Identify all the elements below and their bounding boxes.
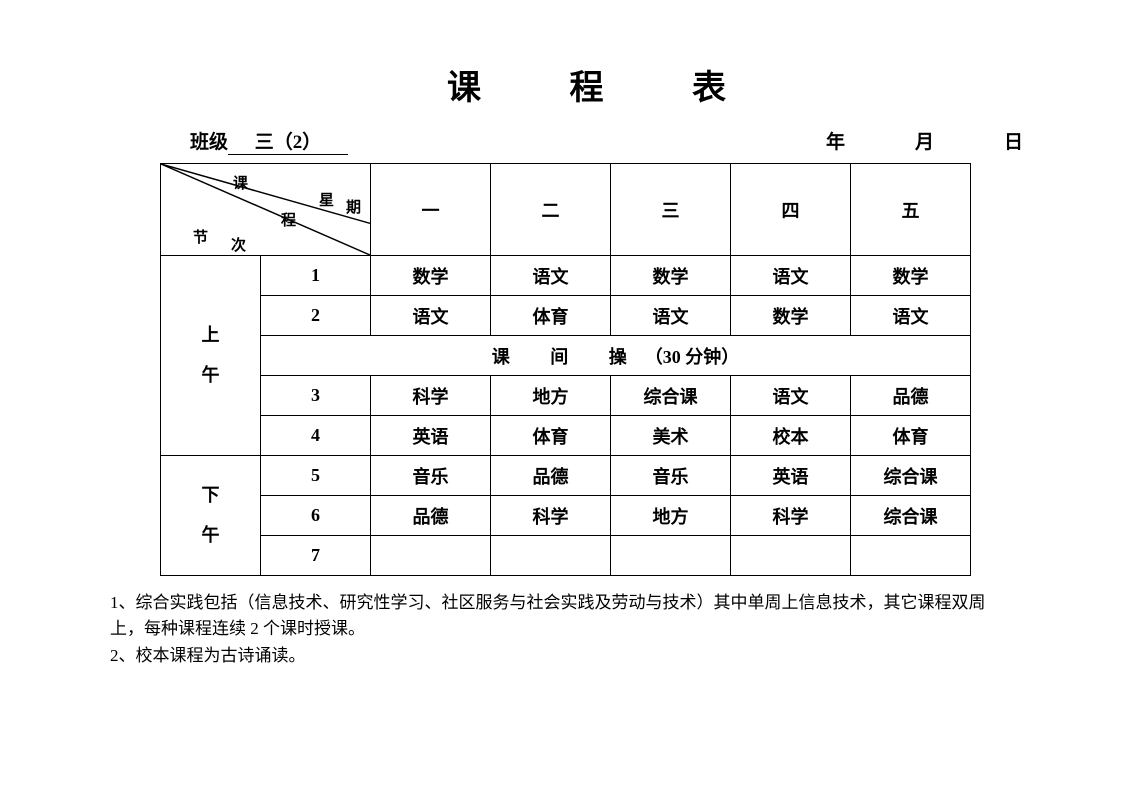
period-label: 2 (261, 296, 371, 336)
day-header: 三 (611, 164, 731, 256)
note-1: 1、综合实践包括（信息技术、研究性学习、社区服务与社会实践及劳动与技术）其中单周… (110, 590, 1013, 643)
cell: 语文 (731, 376, 851, 416)
class-label: 班级 (190, 127, 228, 155)
break-cell: 课 间 操 （30 分钟） (261, 336, 971, 376)
session-morning: 上午 (161, 256, 261, 456)
cell: 品德 (851, 376, 971, 416)
cell (371, 536, 491, 576)
cell: 科学 (371, 376, 491, 416)
month-label: 月 (915, 127, 934, 155)
cell: 地方 (611, 496, 731, 536)
notes: 1、综合实践包括（信息技术、研究性学习、社区服务与社会实践及劳动与技术）其中单周… (100, 590, 1023, 669)
period-label: 6 (261, 496, 371, 536)
diag-left2: 次 (231, 234, 246, 255)
period-label: 5 (261, 456, 371, 496)
cell: 综合课 (851, 456, 971, 496)
session-afternoon: 下午 (161, 456, 261, 576)
diag-top: 课 (233, 172, 248, 193)
table-row: 4 英语 体育 美术 校本 体育 (161, 416, 971, 456)
day-header: 二 (491, 164, 611, 256)
diag-right2: 期 (346, 196, 361, 217)
cell: 数学 (731, 296, 851, 336)
cell: 科学 (491, 496, 611, 536)
cell (611, 536, 731, 576)
cell: 体育 (491, 416, 611, 456)
table-row: 7 (161, 536, 971, 576)
timetable: 课 星 期 程 节 次 一 二 三 四 五 上午 1 数学 语文 数学 语文 数… (160, 163, 971, 576)
cell (851, 536, 971, 576)
day-label: 日 (1004, 127, 1023, 155)
cell: 语文 (731, 256, 851, 296)
cell: 英语 (371, 416, 491, 456)
cell: 品德 (371, 496, 491, 536)
cell: 音乐 (611, 456, 731, 496)
table-row: 3 科学 地方 综合课 语文 品德 (161, 376, 971, 416)
break-row: 课 间 操 （30 分钟） (161, 336, 971, 376)
cell: 语文 (611, 296, 731, 336)
cell: 综合课 (851, 496, 971, 536)
cell: 数学 (851, 256, 971, 296)
period-label: 7 (261, 536, 371, 576)
note-2: 2、校本课程为古诗诵读。 (110, 643, 1013, 669)
table-row: 2 语文 体育 语文 数学 语文 (161, 296, 971, 336)
cell: 科学 (731, 496, 851, 536)
cell: 数学 (611, 256, 731, 296)
cell (731, 536, 851, 576)
table-row: 6 品德 科学 地方 科学 综合课 (161, 496, 971, 536)
cell: 美术 (611, 416, 731, 456)
page-title: 课 程 表 (100, 60, 1023, 109)
cell: 语文 (851, 296, 971, 336)
cell: 校本 (731, 416, 851, 456)
cell: 品德 (491, 456, 611, 496)
diag-mid: 程 (281, 209, 296, 230)
cell: 体育 (851, 416, 971, 456)
period-label: 1 (261, 256, 371, 296)
cell: 语文 (371, 296, 491, 336)
meta-row: 班级 三（2） 年 月 日 (100, 127, 1023, 155)
year-label: 年 (826, 127, 845, 155)
diag-left1: 节 (193, 226, 208, 247)
cell (491, 536, 611, 576)
diag-right1: 星 (319, 189, 334, 210)
day-header: 五 (851, 164, 971, 256)
cell: 语文 (491, 256, 611, 296)
period-label: 3 (261, 376, 371, 416)
cell: 音乐 (371, 456, 491, 496)
cell: 体育 (491, 296, 611, 336)
cell: 地方 (491, 376, 611, 416)
table-row: 上午 1 数学 语文 数学 语文 数学 (161, 256, 971, 296)
corner-cell: 课 星 期 程 节 次 (161, 164, 371, 256)
period-label: 4 (261, 416, 371, 456)
day-header: 一 (371, 164, 491, 256)
class-value: 三（2） (228, 127, 348, 155)
day-header: 四 (731, 164, 851, 256)
cell: 数学 (371, 256, 491, 296)
cell: 英语 (731, 456, 851, 496)
table-row: 下午 5 音乐 品德 音乐 英语 综合课 (161, 456, 971, 496)
cell: 综合课 (611, 376, 731, 416)
